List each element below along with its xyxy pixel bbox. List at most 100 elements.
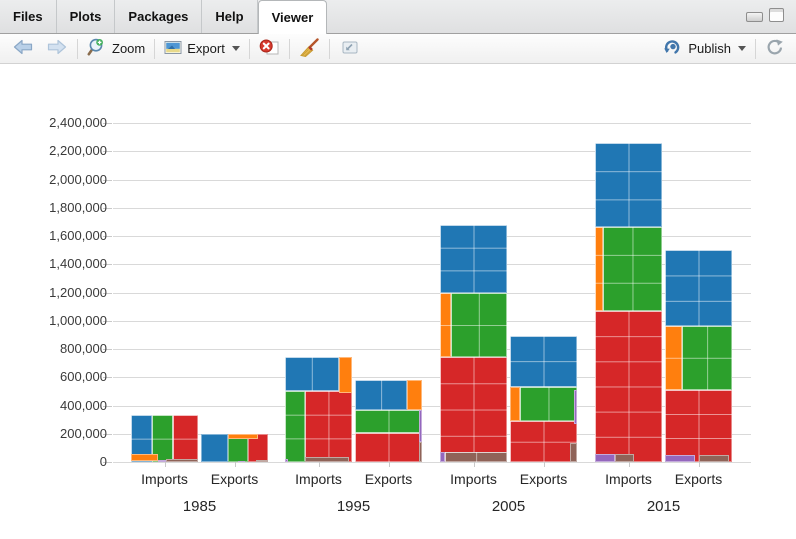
x-axis-bar-label: Imports <box>295 471 342 487</box>
export-image-icon <box>164 40 182 58</box>
forward-button[interactable] <box>40 35 74 62</box>
treemap-segment-blue <box>595 142 662 228</box>
treemap-segment-green <box>152 414 173 462</box>
toolbar-separator <box>288 38 290 59</box>
treemap-segment-red <box>510 420 577 462</box>
treemap-segment-purple <box>418 410 422 442</box>
treemap-segment-orange <box>131 453 158 462</box>
treemap-segment-purple <box>665 454 696 462</box>
back-arrow-icon <box>12 38 34 59</box>
treemap-bar-2005-imports <box>440 224 507 462</box>
gridline <box>113 292 751 294</box>
x-axis-tick <box>164 462 166 467</box>
treemap-segment-orange <box>665 326 682 390</box>
treemap-segment-purple <box>573 390 577 425</box>
back-button[interactable] <box>6 35 40 62</box>
publish-button-label: Publish <box>688 41 731 56</box>
gridline <box>113 236 751 237</box>
refresh-icon <box>765 38 784 59</box>
y-axis-tick-label: 1,000,000 <box>49 312 107 328</box>
y-axis-tick-label: 2,200,000 <box>49 143 107 159</box>
treemap-segment-blue <box>665 250 732 327</box>
treemap-segment-brown <box>444 452 507 462</box>
y-axis-tick-label: 800,000 <box>60 341 107 356</box>
treemap-bar-2005-exports <box>510 336 577 462</box>
minimize-pane-icon[interactable] <box>746 12 763 22</box>
y-axis-tick-label: 400,000 <box>60 397 107 413</box>
treemap-segment-green <box>285 390 306 462</box>
treemap-segment-red <box>440 356 507 462</box>
treemap-segment-green <box>603 227 662 311</box>
zoom-button-label: Zoom <box>112 41 146 56</box>
treemap-segment-green <box>227 434 248 462</box>
y-axis-tick <box>103 349 112 350</box>
broom-icon <box>299 37 320 60</box>
treemap-segment-orange <box>510 386 521 421</box>
y-axis-tick <box>103 264 112 266</box>
y-axis-tick <box>103 377 112 379</box>
y-axis-tick <box>103 320 112 322</box>
treemap-segment-purple <box>285 459 289 462</box>
x-axis-year-label: 1995 <box>336 498 371 515</box>
y-axis-tick-label: 0 <box>99 454 107 469</box>
treemap-segment-red <box>355 432 422 462</box>
gridline <box>113 462 751 463</box>
tab-help[interactable]: Help <box>202 0 258 33</box>
gridline <box>113 179 751 181</box>
gridline <box>113 151 751 153</box>
trade-treemap-chart: 0 200,000 400,000 600,000 800,000 1,000,000 1,… <box>0 64 796 538</box>
treemap-bar-1985-exports <box>201 434 268 462</box>
treemap-segment-orange <box>407 380 422 411</box>
treemap-segment-purple <box>157 460 166 462</box>
publish-button[interactable]: Publish <box>657 35 752 62</box>
tab-packages[interactable]: Packages <box>115 0 203 33</box>
toolbar-separator <box>77 38 78 59</box>
x-axis-year-label: 2015 <box>646 498 681 515</box>
open-in-new-window-button[interactable] <box>333 36 365 61</box>
y-axis-tick <box>103 462 112 463</box>
x-axis-bar-label: Imports <box>450 471 497 487</box>
treemap-segment-orange <box>227 434 258 440</box>
viewer-content[interactable]: 0 200,000 400,000 600,000 800,000 1,000,000 1,… <box>0 64 796 538</box>
export-button[interactable]: Export <box>158 37 246 61</box>
y-axis-tick <box>103 405 112 407</box>
tab-viewer[interactable]: Viewer <box>257 0 328 34</box>
viewer-toolbar: Zoom Export <box>0 34 796 64</box>
x-axis-year-label: 1985 <box>182 498 217 515</box>
treemap-segment-red <box>247 434 268 462</box>
x-axis-bar-label: Imports <box>605 471 652 487</box>
gridline <box>113 433 751 435</box>
treemap-bar-1995-imports <box>285 357 352 462</box>
toolbar-separator <box>755 38 756 59</box>
treemap-segment-green <box>520 386 577 421</box>
gridline <box>113 405 751 407</box>
tab-plots[interactable]: Plots <box>57 0 116 33</box>
gridline <box>113 377 751 379</box>
y-axis-tick <box>103 236 112 237</box>
maximize-pane-icon[interactable] <box>769 8 784 22</box>
y-axis-tick <box>103 207 112 209</box>
clear-viewer-button[interactable] <box>253 35 286 62</box>
refresh-button[interactable] <box>759 35 790 62</box>
treemap-segment-green <box>451 292 507 357</box>
x-axis-tick <box>543 462 545 467</box>
treemap-segment-red <box>305 390 352 462</box>
remove-page-icon <box>259 38 280 59</box>
treemap-segment-blue <box>510 336 577 387</box>
tab-files[interactable]: Files <box>0 0 57 33</box>
treemap-segment-red <box>595 311 662 462</box>
clear-all-button[interactable] <box>293 35 326 63</box>
treemap-segment-blue <box>131 414 153 462</box>
x-axis-year-label: 2005 <box>491 498 526 515</box>
x-axis-bar-label: Exports <box>364 471 413 487</box>
zoom-button[interactable]: Zoom <box>81 34 151 63</box>
export-dropdown-caret-icon <box>231 46 240 51</box>
treemap-segment-brown <box>418 441 422 462</box>
y-axis-tick-label: 1,600,000 <box>49 228 107 243</box>
treemap-segment-blue <box>201 434 228 462</box>
treemap-segment-blue <box>355 380 408 411</box>
zoom-magnifier-icon <box>87 37 107 60</box>
y-axis-tick-label: 1,800,000 <box>49 199 107 215</box>
y-axis-tick <box>103 292 112 294</box>
toolbar-separator <box>248 38 250 59</box>
